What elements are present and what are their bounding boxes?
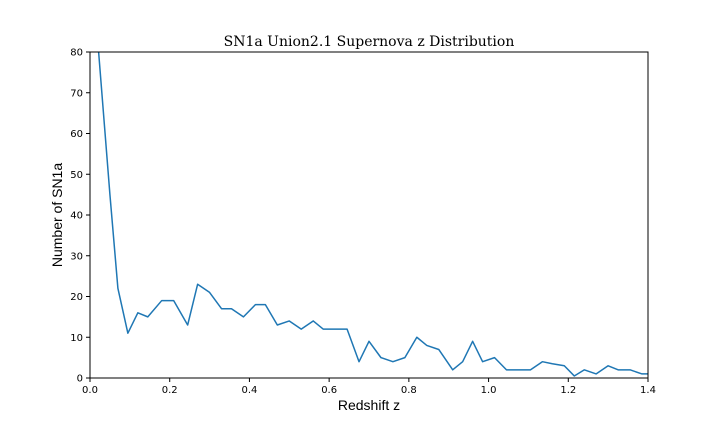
- x-tick-label: 0.2: [162, 385, 178, 396]
- y-tick-label: 0: [77, 374, 83, 385]
- x-tick-label: 1.2: [560, 385, 576, 396]
- y-tick-label: 60: [70, 129, 83, 140]
- y-tick-label: 30: [70, 251, 83, 262]
- axis-ticks: 0.0 0.2 0.4 0.6 0.8 1.0 1.2 1.4 0 10 20 30 40 50 60 70 8…: [70, 48, 656, 397]
- y-tick-label: 40: [70, 211, 83, 222]
- y-tick-label: 50: [70, 170, 83, 181]
- x-tick-label: 0.6: [321, 385, 337, 396]
- x-tick-label: 1.4: [640, 385, 656, 396]
- y-tick-label: 20: [70, 292, 83, 303]
- y-tick-label: 70: [70, 88, 83, 99]
- chart-title: SN1a Union2.1 Supernova z Distribution: [224, 34, 515, 50]
- y-axis-label: Number of SN1a: [49, 163, 65, 267]
- y-tick-label: 10: [70, 333, 83, 344]
- plot-frame: [89, 51, 649, 379]
- x-axis-label: Redshift z: [338, 397, 400, 413]
- series-line: [97, 52, 648, 377]
- x-tick-label: 0.4: [241, 385, 257, 396]
- x-tick-label: 1.0: [481, 385, 497, 396]
- x-tick-label: 0.0: [82, 385, 98, 396]
- x-tick-label: 0.8: [401, 385, 417, 396]
- y-tick-label: 80: [70, 48, 83, 59]
